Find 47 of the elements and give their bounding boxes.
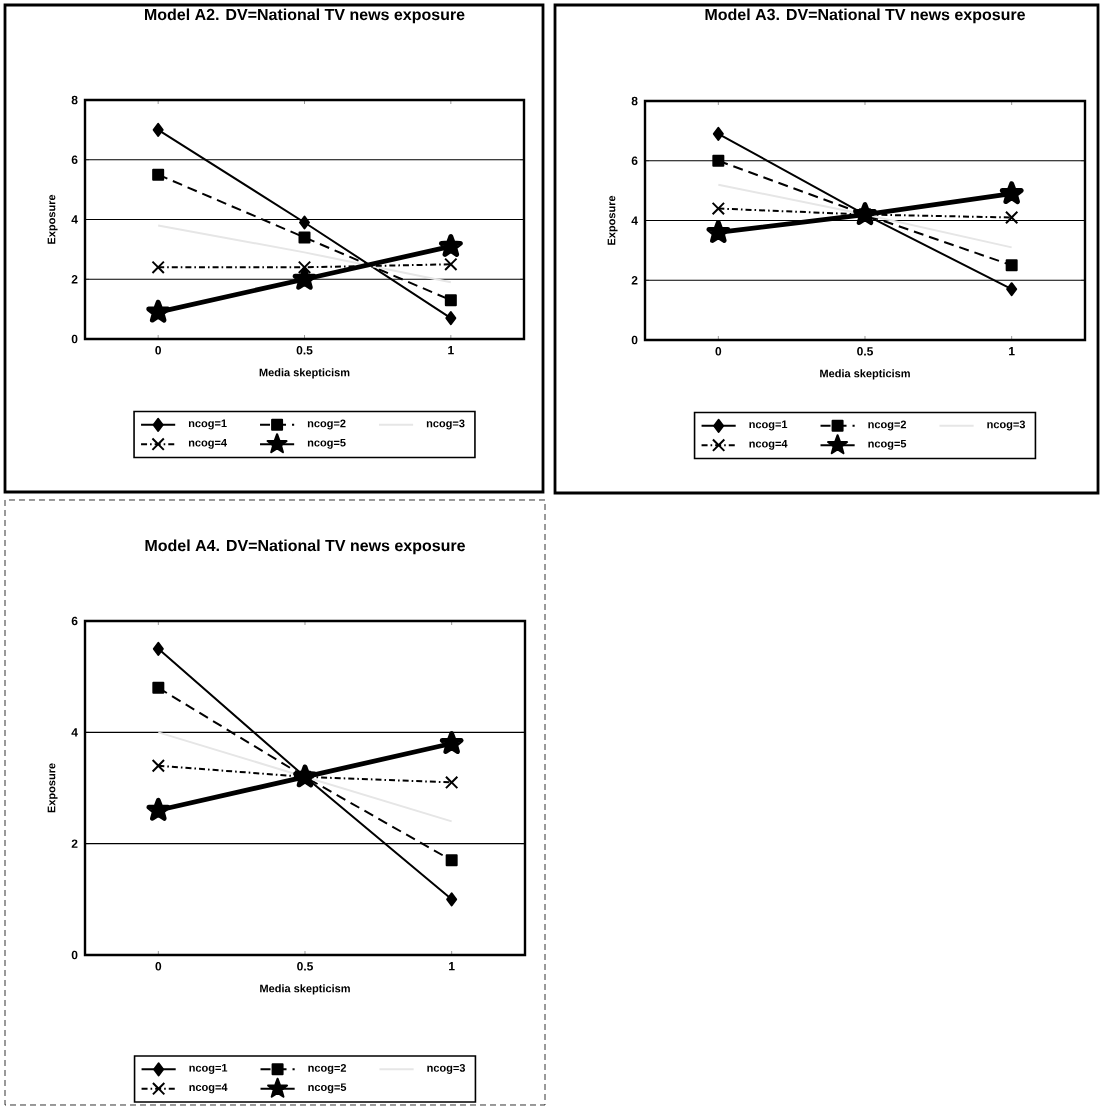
legend-label: ncog=2 xyxy=(868,420,907,431)
legend-label: ncog=3 xyxy=(426,419,465,430)
x-tick-label: 1 xyxy=(448,346,454,355)
y-tick-label: 8 xyxy=(631,96,638,106)
x-tick-label: 0.5 xyxy=(296,346,313,355)
chart-title: Model A4. DV=National TV news exposure xyxy=(145,539,465,555)
x-tick-label: 0 xyxy=(155,346,162,355)
x-tick-label: 1 xyxy=(449,962,455,971)
legend-label: ncog=2 xyxy=(307,419,346,430)
chart-title: Model A2. DV=National TV news exposure xyxy=(145,8,465,24)
y-tick-label: 2 xyxy=(71,839,78,848)
y-tick-label: 8 xyxy=(71,95,78,105)
y-tick-label: 0 xyxy=(631,335,638,345)
y-tick-label: 2 xyxy=(631,276,638,285)
legend-label: ncog=1 xyxy=(749,420,788,431)
y-axis-title: Exposure xyxy=(607,195,618,245)
legend-label: ncog=3 xyxy=(427,1063,466,1074)
legend-label: ncog=1 xyxy=(188,419,227,430)
y-axis-title: Exposure xyxy=(47,763,58,813)
legend-label: ncog=5 xyxy=(868,439,907,450)
legend-label: ncog=4 xyxy=(189,1083,228,1094)
legend-label: ncog=2 xyxy=(308,1063,347,1074)
x-axis-title: Media skepticism xyxy=(260,984,350,995)
legend-label: ncog=3 xyxy=(987,420,1026,431)
y-tick-label: 6 xyxy=(71,616,78,626)
y-tick-label: 4 xyxy=(71,728,78,737)
legend-label: ncog=4 xyxy=(188,438,227,449)
x-tick-label: 0 xyxy=(155,962,162,971)
y-tick-label: 0 xyxy=(71,950,78,960)
x-tick-label: 0.5 xyxy=(297,962,313,971)
x-tick-label: 0 xyxy=(715,347,722,356)
y-tick-label: 4 xyxy=(71,215,78,224)
x-tick-label: 0.5 xyxy=(857,347,873,356)
y-axis-title: Exposure xyxy=(47,194,58,244)
y-tick-label: 2 xyxy=(71,275,78,284)
y-tick-label: 0 xyxy=(71,334,78,344)
x-axis-title: Media skepticism xyxy=(820,369,910,380)
x-tick-label: 1 xyxy=(1009,347,1015,356)
y-tick-label: 6 xyxy=(71,155,78,165)
legend-label: ncog=5 xyxy=(308,1083,347,1094)
chart-title: Model A3. DV=National TV news exposure xyxy=(705,8,1025,24)
legend-label: ncog=4 xyxy=(749,439,788,450)
y-tick-label: 4 xyxy=(631,216,638,225)
legend-label: ncog=5 xyxy=(307,438,346,449)
x-axis-title: Media skepticism xyxy=(259,368,350,379)
legend-label: ncog=1 xyxy=(189,1064,228,1074)
y-tick-label: 6 xyxy=(631,156,638,166)
